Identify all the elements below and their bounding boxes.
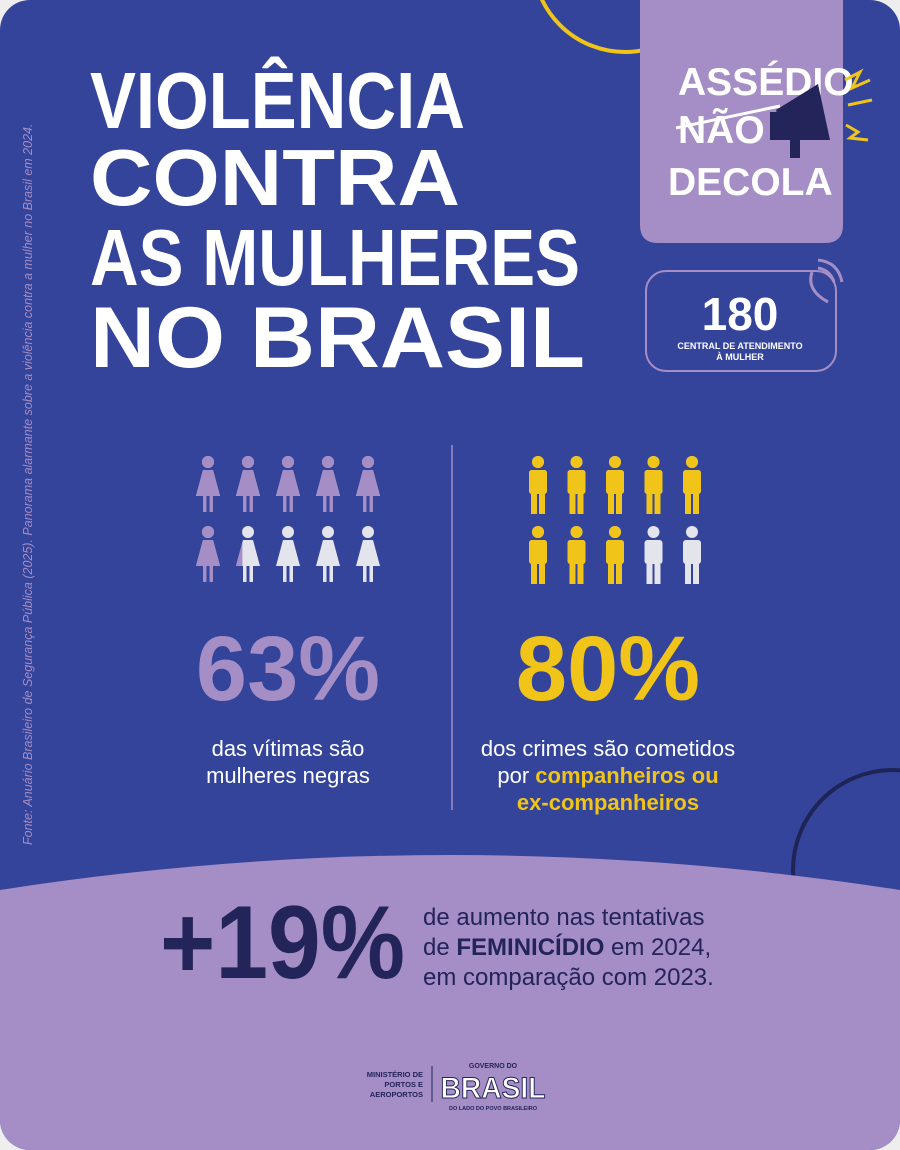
title-line: NO BRASIL — [90, 290, 585, 386]
stat-caption: das vítimas são — [212, 736, 365, 761]
phone-icon — [809, 258, 844, 304]
stat-value: 63% — [196, 618, 380, 720]
figure — [196, 526, 220, 582]
caption-part: por — [497, 763, 535, 788]
hotline-text: CENTRAL DE ATENDIMENTO — [677, 341, 802, 351]
logo-text: PORTOS E — [384, 1080, 423, 1089]
text-part: em 2024, — [604, 934, 711, 961]
title-line: CONTRA — [90, 133, 460, 222]
figure — [196, 456, 220, 512]
figure — [356, 456, 380, 512]
logo-text: AEROPORTOS — [370, 1090, 423, 1099]
stat-caption: mulheres negras — [206, 763, 370, 788]
highlight-value: +19% — [160, 885, 405, 1001]
badge-line: NÃO — [678, 108, 765, 152]
stat-value: 80% — [516, 618, 700, 720]
logo-text: BRASIL — [441, 1072, 546, 1105]
strike — [675, 104, 781, 130]
figure — [529, 526, 547, 584]
pictogram-women — [196, 456, 380, 582]
figure — [356, 526, 380, 582]
hotline-box — [645, 270, 837, 372]
badge-text: ASSÉDIO NÃO DECOLA — [668, 60, 854, 204]
figure — [276, 456, 300, 512]
megaphone-icon — [770, 68, 873, 158]
highlight-line: de aumento nas tentativas — [423, 904, 705, 931]
hotline-number: 180 — [702, 288, 779, 340]
badge-line: ASSÉDIO — [678, 60, 854, 104]
government-logo: GOVERNO DO BRASIL DO LADO DO POVO BRASIL… — [440, 1063, 546, 1112]
text-part: de — [423, 934, 456, 961]
figure — [236, 456, 260, 512]
figure — [316, 526, 340, 582]
figure — [606, 456, 624, 514]
figure — [683, 456, 701, 514]
highlight-line: em comparação com 2023. — [423, 964, 714, 991]
caption-highlight: ex-companheiros — [517, 790, 699, 815]
figure — [567, 526, 586, 584]
title-line: AS MULHERES — [90, 213, 580, 302]
ministry-logo: MINISTÉRIO DE PORTOS E AEROPORTOS — [367, 1070, 423, 1099]
figure — [606, 526, 624, 584]
figure — [644, 456, 663, 514]
badge — [640, 0, 843, 243]
logo-text: GOVERNO DO — [469, 1063, 518, 1070]
figure — [236, 526, 260, 582]
title-line: VIOLÊNCIA — [90, 56, 465, 145]
text-bold: FEMINICÍDIO — [456, 933, 604, 961]
logo-text: DO LADO DO POVO BRASILEIRO — [449, 1106, 538, 1112]
pictogram-men — [529, 456, 701, 584]
bottom-panel — [0, 855, 900, 1150]
decor-arc — [531, 0, 719, 54]
highlight-text: de aumento nas tentativas de FEMINICÍDIO… — [423, 904, 714, 991]
figure — [316, 456, 340, 512]
logo-text: MINISTÉRIO DE — [367, 1070, 423, 1079]
stat-caption: por companheiros ou — [497, 763, 718, 788]
hotline-text: À MULHER — [716, 352, 764, 362]
source: Fonte: Anuário Brasileiro de Segurança P… — [21, 124, 35, 845]
stat-caption: dos crimes são cometidos — [481, 736, 735, 761]
title: VIOLÊNCIA CONTRA AS MULHERES NO BRASIL — [90, 56, 585, 386]
figure — [567, 456, 586, 514]
figure — [529, 456, 547, 514]
figure — [683, 526, 701, 584]
caption-highlight: companheiros ou — [535, 763, 718, 788]
highlight-line: de FEMINICÍDIO em 2024, — [423, 933, 711, 961]
figure — [644, 526, 663, 584]
badge-line: DECOLA — [668, 161, 833, 204]
figure — [276, 526, 300, 582]
